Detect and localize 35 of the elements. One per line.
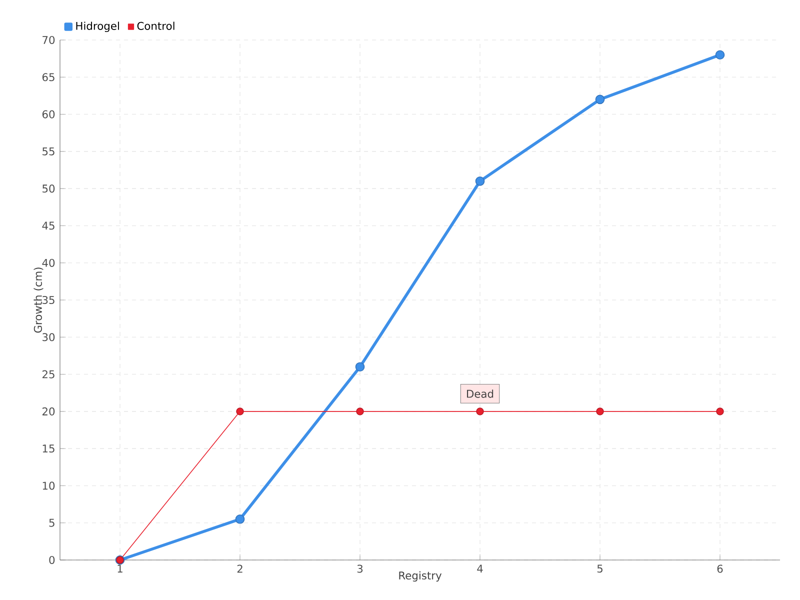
x-tick-label: 6 — [717, 564, 723, 573]
point — [715, 50, 725, 60]
point — [596, 408, 604, 416]
point — [716, 408, 724, 416]
y-tick-label: 15 — [42, 444, 54, 453]
y-tick-label: 60 — [42, 110, 55, 118]
point — [356, 408, 364, 416]
x-axis-title: Registry — [399, 571, 442, 582]
y-tick-label: 20 — [42, 407, 55, 416]
legend-label: Control — [137, 22, 174, 30]
y-axis-title: Growth (cm) — [34, 268, 44, 333]
point — [236, 408, 244, 416]
y-tick-label: 0 — [49, 556, 55, 564]
legend-label: Hidrogel — [76, 22, 119, 32]
annotation: Dead — [467, 390, 494, 398]
y-tick-label: 40 — [42, 258, 55, 267]
x-tick-label: 1 — [118, 564, 122, 572]
y-tick-label: 45 — [42, 222, 54, 230]
x-tick-label: 4 — [477, 564, 483, 572]
y-tick-label: 65 — [42, 73, 54, 82]
y-tick-label: 30 — [42, 333, 55, 342]
y-tick-label: 10 — [42, 482, 55, 490]
point — [235, 514, 245, 524]
y-tick-label: 25 — [42, 370, 54, 378]
x-tick-label: 2 — [237, 564, 242, 573]
y-tick-label: 35 — [42, 296, 54, 304]
x-tick-label: 3 — [357, 564, 363, 573]
point — [475, 176, 485, 186]
point — [355, 362, 365, 372]
y-tick-label: 55 — [42, 147, 54, 156]
y-tick-label: 70 — [42, 36, 55, 44]
y-tick-label: 5 — [49, 518, 54, 527]
point — [595, 94, 605, 104]
x-tick-label: 5 — [597, 564, 602, 573]
y-tick-label: 50 — [42, 184, 55, 193]
